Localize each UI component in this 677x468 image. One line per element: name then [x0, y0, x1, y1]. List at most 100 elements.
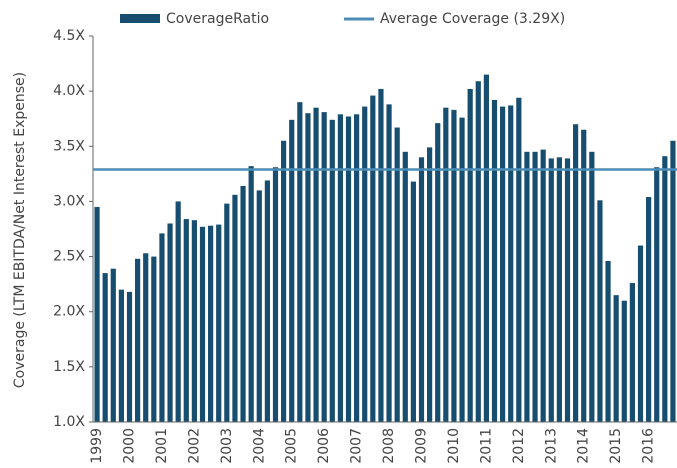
- bar: [191, 220, 197, 422]
- bar: [646, 197, 652, 422]
- x-tick-label: 2006: [316, 428, 332, 464]
- x-tick-label: 1999: [89, 428, 105, 464]
- bar: [621, 300, 627, 422]
- legend-label: CoverageRatio: [166, 11, 269, 27]
- bar: [508, 105, 514, 422]
- bar: [281, 140, 287, 422]
- bar: [605, 260, 611, 422]
- x-tick-label: 2016: [641, 428, 657, 464]
- y-axis-title: Coverage (LTM EBITDA/Net Interest Expens…: [12, 72, 28, 388]
- bar: [143, 253, 149, 422]
- bar: [597, 200, 603, 422]
- bar: [175, 201, 181, 422]
- x-tick-label: 2008: [381, 428, 397, 464]
- bar: [354, 114, 360, 422]
- bar: [629, 283, 635, 422]
- bar: [516, 97, 522, 422]
- bar: [443, 107, 449, 422]
- bar: [378, 88, 384, 423]
- bar: [183, 219, 189, 422]
- bar: [224, 203, 230, 422]
- bar: [256, 190, 262, 422]
- bar: [272, 167, 279, 422]
- bar: [232, 194, 238, 422]
- bar: [548, 158, 554, 422]
- bar: [556, 157, 562, 423]
- legend-label: Average Coverage (3.29X): [380, 11, 565, 27]
- bar: [297, 102, 303, 423]
- x-tick-label: 2014: [576, 428, 592, 464]
- bar: [329, 119, 335, 423]
- bar: [573, 124, 579, 422]
- x-tick-label: 2002: [186, 428, 202, 464]
- bar: [264, 180, 270, 422]
- x-tick-label: 2001: [154, 428, 170, 464]
- bar: [159, 233, 165, 422]
- x-tick-label: 2005: [284, 428, 300, 464]
- y-tick-label: 4.0X: [53, 83, 85, 99]
- x-tick-label: 2004: [251, 428, 267, 464]
- bar: [540, 149, 546, 422]
- bar: [102, 273, 108, 422]
- bar: [483, 74, 489, 422]
- bar: [613, 295, 619, 422]
- bar: [564, 158, 571, 422]
- bar: [386, 104, 392, 423]
- bar: [135, 258, 141, 422]
- bar: [427, 147, 433, 423]
- bar: [418, 157, 425, 423]
- bar: [337, 114, 343, 422]
- bar: [248, 166, 254, 422]
- y-tick-label: 3.5X: [53, 138, 85, 154]
- legend-swatch-bars: [120, 14, 160, 23]
- bar: [475, 81, 481, 423]
- x-tick-label: 2009: [414, 428, 430, 464]
- bar: [670, 140, 676, 422]
- bar: [118, 289, 124, 422]
- bar: [451, 109, 457, 423]
- bar: [491, 99, 498, 423]
- bar: [410, 181, 416, 422]
- y-tick-label: 4.5X: [53, 28, 85, 44]
- bar: [394, 127, 400, 422]
- bar: [500, 106, 506, 422]
- x-tick-label: 2003: [219, 428, 235, 464]
- x-tick-label: 2013: [543, 428, 559, 464]
- bar: [110, 268, 116, 422]
- bar: [662, 156, 668, 422]
- bar: [216, 224, 222, 422]
- y-tick-label: 1.0X: [53, 414, 85, 430]
- bar: [199, 226, 206, 422]
- x-tick-label: 2007: [349, 428, 365, 464]
- x-tick-label: 2000: [122, 428, 138, 464]
- bar: [532, 151, 538, 423]
- bar: [589, 151, 595, 423]
- x-tick-label: 2012: [511, 428, 527, 464]
- bar: [321, 112, 327, 423]
- bar: [370, 95, 376, 422]
- bar: [151, 256, 157, 422]
- y-tick-label: 2.0X: [53, 304, 85, 320]
- bar: [208, 225, 214, 422]
- bar: [524, 151, 530, 423]
- bar: [94, 206, 100, 422]
- bar: [435, 123, 441, 422]
- bar: [305, 113, 311, 422]
- bar: [637, 245, 644, 422]
- x-tick-label: 2015: [608, 428, 624, 464]
- bar: [654, 167, 660, 422]
- y-tick-label: 1.5X: [53, 359, 85, 375]
- bar: [362, 106, 368, 422]
- bar: [167, 223, 173, 422]
- bar: [289, 119, 295, 423]
- bar: [345, 116, 352, 422]
- bar: [240, 185, 246, 422]
- bar: [467, 88, 473, 423]
- x-tick-label: 2011: [478, 428, 494, 464]
- bar: [126, 291, 133, 422]
- x-tick-label: 2010: [446, 428, 462, 464]
- bar: [581, 129, 587, 422]
- bar: [402, 151, 408, 423]
- bar: [459, 117, 465, 423]
